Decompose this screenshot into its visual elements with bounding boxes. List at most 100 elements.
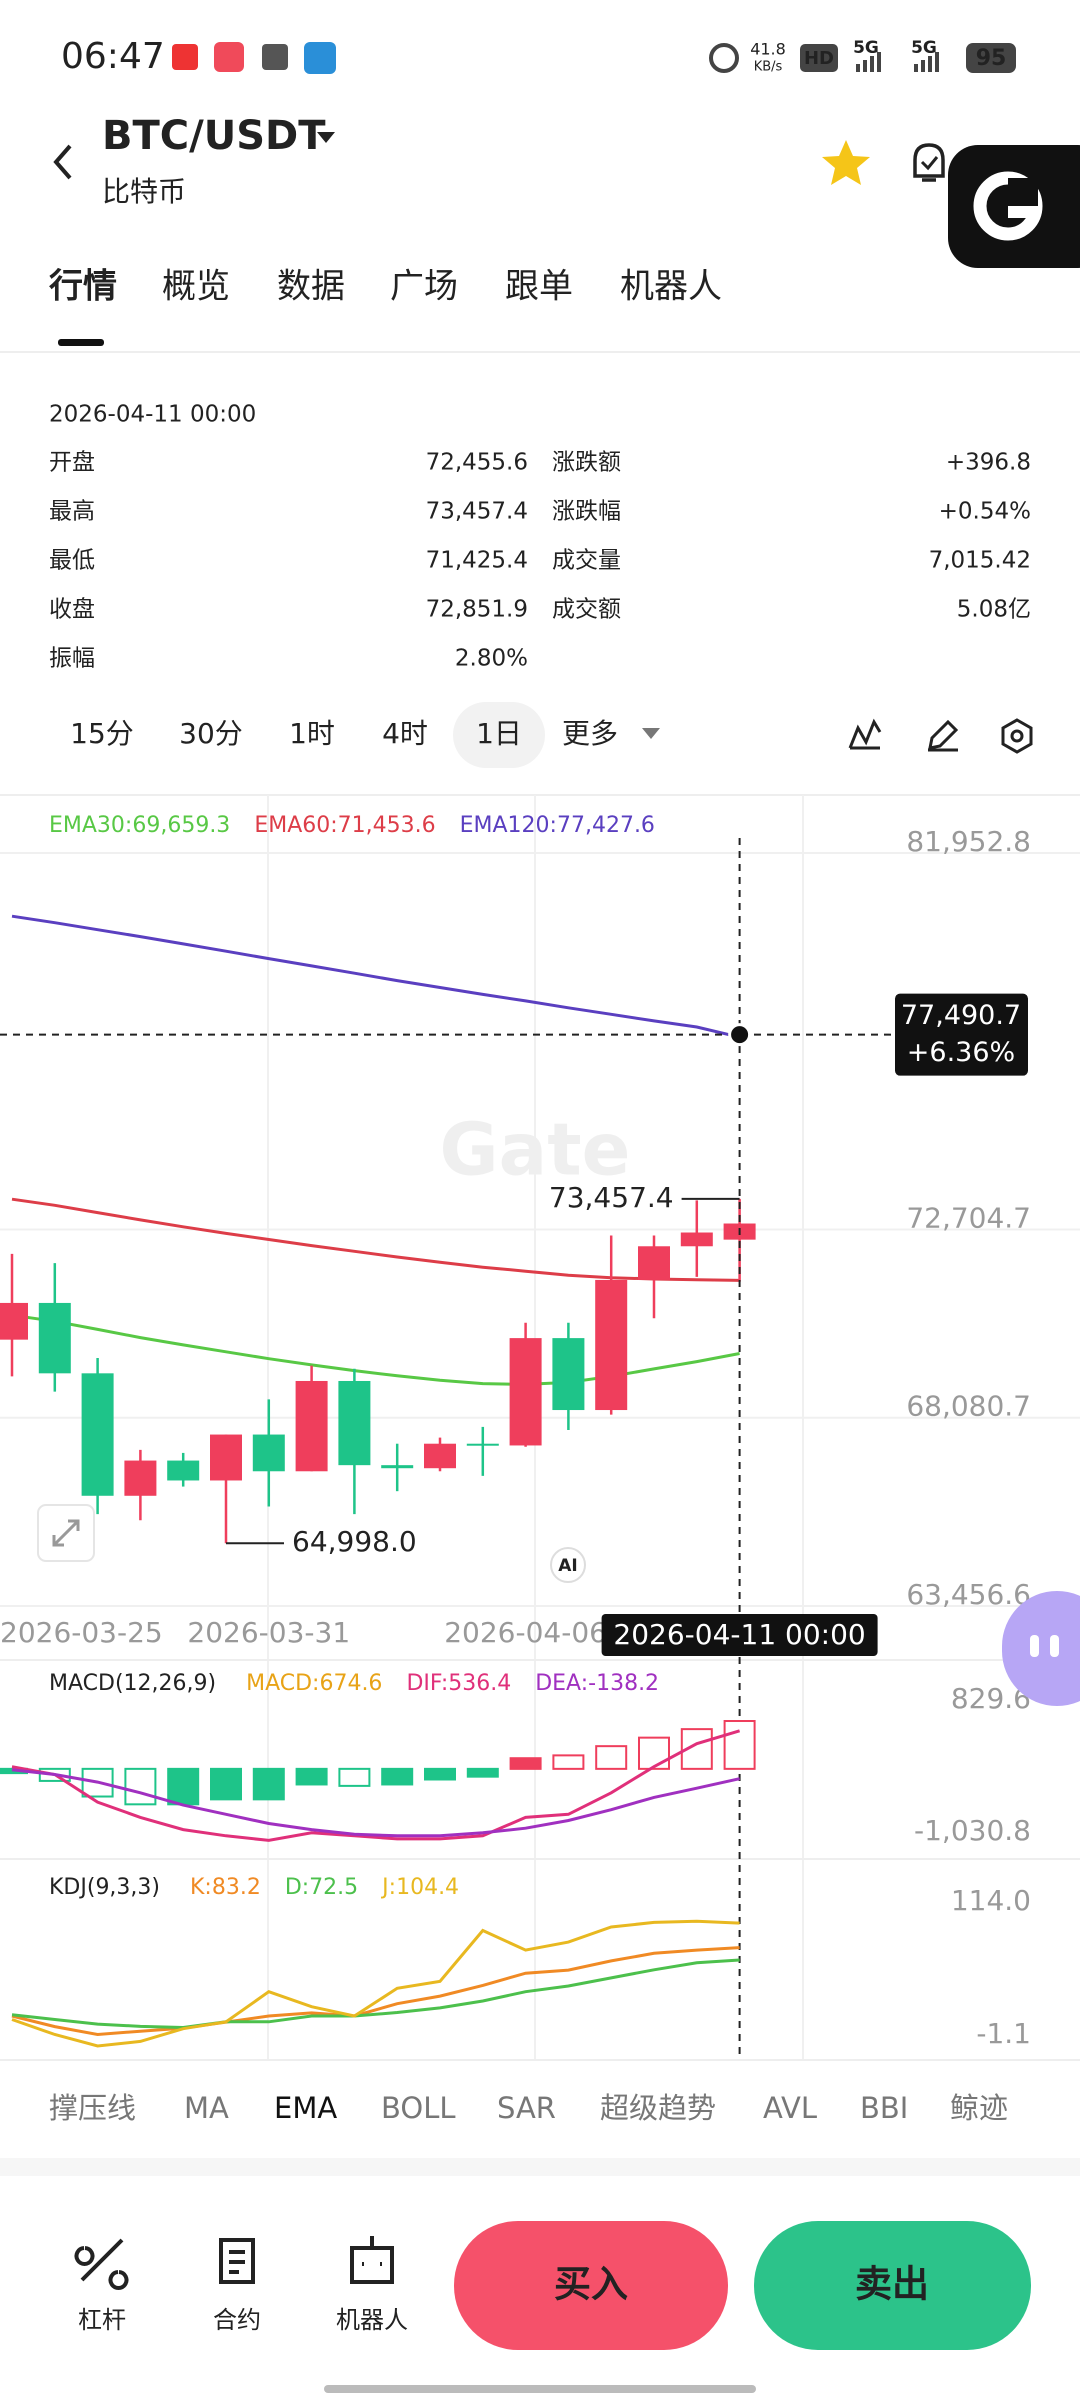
macd-bar	[723, 1720, 756, 1770]
interval[interactable]: 1时	[289, 717, 335, 750]
favorite-button[interactable]	[822, 140, 870, 185]
ohlc-value: 5.08亿	[957, 597, 1031, 623]
crosshair-dot	[728, 1023, 752, 1047]
indicator-line	[11, 1197, 740, 1282]
tool-label[interactable]: 机器人	[336, 2306, 408, 2334]
candle-body	[252, 1434, 285, 1472]
y-tick-label: 114.0	[951, 1884, 1031, 1917]
indicator-line	[11, 1919, 740, 2048]
bottom-bar: 杠杆 合约 机器人	[78, 2306, 408, 2334]
legend-entry: DEA:-138.2	[535, 1671, 659, 1696]
annotation-label: 73,457.4	[549, 1181, 674, 1214]
ai-badge[interactable]	[550, 1547, 586, 1583]
pair-title[interactable]: BTC/USDT	[102, 113, 326, 159]
indicator-tab[interactable]: MA	[184, 2091, 229, 2125]
indicator-line	[11, 914, 740, 1039]
indicator-tab[interactable]: SAR	[497, 2091, 556, 2125]
tool-label[interactable]: 合约	[213, 2306, 261, 2334]
net-speed: 41.8	[750, 40, 786, 59]
interval[interactable]: 更多	[562, 717, 618, 750]
tab[interactable]: 跟单	[505, 267, 573, 307]
x-tick-label: 2026-03-25	[0, 1616, 163, 1649]
buy-label[interactable]: 买入	[554, 2263, 628, 2306]
hd-badge	[800, 44, 838, 72]
y-tick-label: 63,456.6	[906, 1578, 1031, 1611]
contract-icon[interactable]	[219, 2238, 255, 2284]
battery	[966, 43, 1016, 73]
indicator-tab[interactable]: BOLL	[381, 2091, 456, 2125]
ai-label: AI	[558, 1556, 577, 1576]
assistant-eye	[1030, 1635, 1039, 1657]
tool-label[interactable]: 杠杆	[78, 2306, 126, 2334]
settings-tool[interactable]	[1001, 718, 1033, 754]
legend-title: MACD(12,26,9)	[49, 1671, 216, 1696]
indicator-tab[interactable]: 撑压线	[49, 2091, 136, 2125]
tab[interactable]: 广场	[390, 267, 458, 307]
crosshair-price: 77,490.7	[901, 1000, 1021, 1031]
leverage-icon[interactable]	[74, 2238, 129, 2290]
indicator-tab[interactable]: 鲸迹	[950, 2091, 1008, 2125]
tab[interactable]: 数据	[277, 267, 345, 307]
divider	[0, 2158, 1080, 2176]
app-icon	[304, 42, 336, 74]
indicator-tab[interactable]: EMA	[274, 2091, 337, 2125]
x-tick-label: 2026-03-31	[187, 1616, 350, 1649]
alarm-icon	[709, 43, 739, 73]
indicator-tab[interactable]: BBI	[860, 2091, 908, 2125]
home-indicator	[324, 2385, 756, 2393]
alert-button[interactable]	[913, 143, 945, 182]
indicator-tab[interactable]: AVL	[763, 2091, 817, 2125]
legend-entry: K:83.2	[190, 1875, 261, 1900]
tab[interactable]: 概览	[162, 267, 230, 307]
legend-entry: MACD:674.6	[246, 1671, 382, 1696]
legend-entry: EMA60:71,453.6	[254, 813, 435, 838]
legend-title: KDJ(9,3,3)	[49, 1875, 160, 1900]
hd-label: HD	[804, 48, 834, 69]
ohlc-label: 涨跌额	[552, 450, 621, 476]
annotation-label: 64,998.0	[292, 1525, 417, 1558]
draw-tool[interactable]	[928, 719, 959, 752]
app-icon	[262, 44, 288, 70]
tab-bar: 行情 概览 数据 广场 跟单 机器人	[49, 267, 722, 307]
tab-indicator	[58, 339, 104, 346]
clock: 06:47	[61, 36, 165, 77]
macd-bar	[552, 1754, 585, 1770]
candle-body	[595, 1279, 628, 1411]
crosshair-change: +6.36%	[907, 1037, 1015, 1068]
legend-entry: J:104.4	[380, 1875, 459, 1900]
candle-body	[680, 1232, 713, 1247]
indicator-tool[interactable]	[848, 718, 882, 750]
indicator-tab[interactable]: 超级趋势	[600, 2091, 716, 2125]
charts: Gate 63,456.6 68,080.7 72,704.7 81,952.8 73,4…	[0, 795, 1080, 2061]
interval[interactable]: 1日	[476, 717, 522, 750]
interval[interactable]: 15分	[70, 717, 134, 750]
candle-body	[167, 1460, 200, 1481]
signal-label: 5G	[911, 38, 937, 58]
indicator-line	[11, 1946, 740, 2037]
sell-label[interactable]: 卖出	[855, 2263, 929, 2306]
assistant-bubble[interactable]	[1002, 1591, 1080, 1706]
alert-check	[920, 156, 939, 171]
sell-button[interactable]	[754, 2221, 1031, 2350]
battery-level: 95	[976, 46, 1007, 71]
ohlc-label: 开盘	[49, 450, 95, 476]
ohlc-value: 71,425.4	[426, 548, 528, 574]
ohlc-label: 涨跌幅	[552, 499, 621, 525]
pair-dropdown[interactable]	[317, 132, 335, 143]
signal-bars	[856, 52, 939, 72]
tab[interactable]: 机器人	[620, 267, 722, 307]
macd-bar	[124, 1767, 157, 1806]
interval-bar: 15分 30分 1时 4时 1日 更多	[70, 702, 660, 768]
back-button[interactable]	[53, 144, 72, 180]
indicator-line	[11, 1768, 740, 1838]
gate-logo-bar	[1008, 206, 1030, 218]
tab[interactable]: 行情	[49, 267, 117, 307]
ohlc-value: +396.8	[946, 450, 1031, 476]
ohlc-label: 成交量	[552, 548, 621, 574]
interval[interactable]: 30分	[179, 717, 243, 750]
robot-icon[interactable]	[350, 2236, 394, 2284]
buy-button[interactable]	[454, 2221, 728, 2350]
interval[interactable]: 4时	[382, 717, 428, 750]
